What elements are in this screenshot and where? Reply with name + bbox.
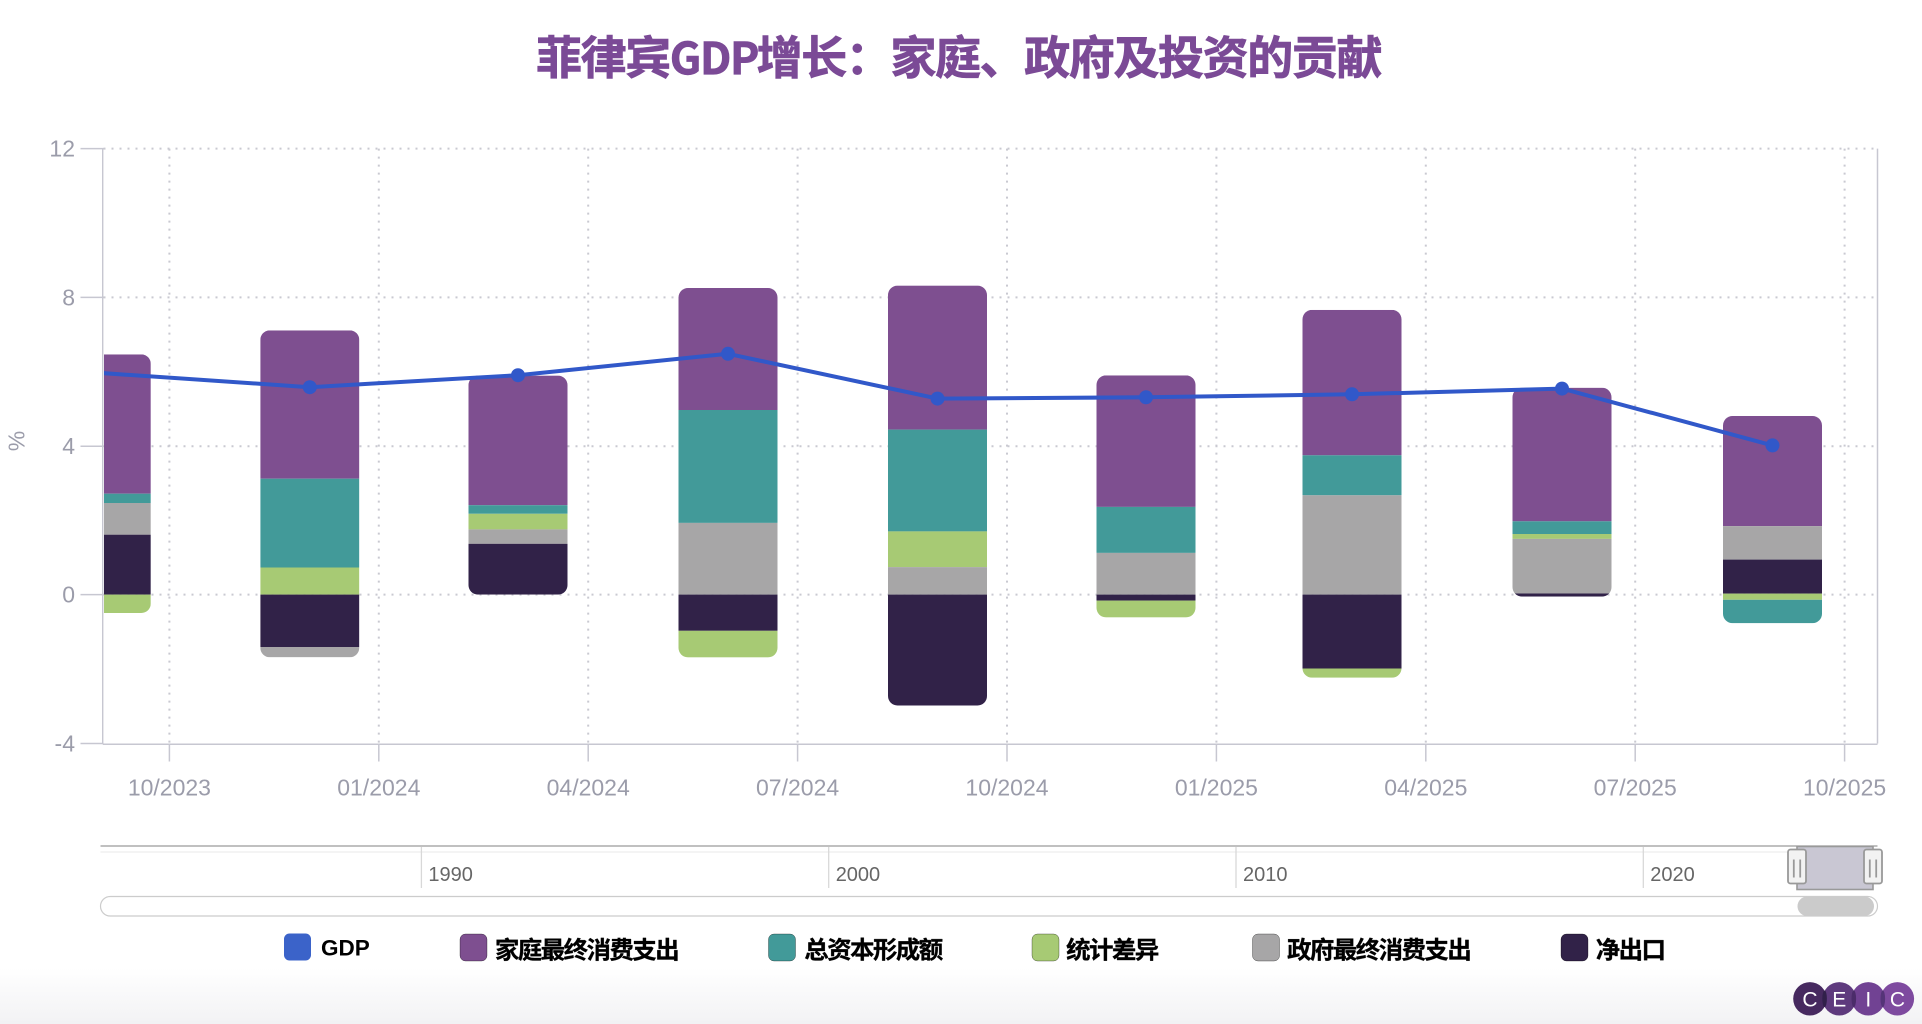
svg-text:10/2025: 10/2025 xyxy=(1803,775,1886,801)
svg-text:01/2025: 01/2025 xyxy=(1175,775,1258,801)
svg-text:%: % xyxy=(4,431,30,451)
svg-text:10/2023: 10/2023 xyxy=(128,775,211,801)
svg-text:E: E xyxy=(1832,988,1846,1011)
svg-text:04/2024: 04/2024 xyxy=(547,775,630,801)
svg-text:8: 8 xyxy=(62,284,75,310)
svg-text:10/2024: 10/2024 xyxy=(965,775,1048,801)
svg-text:-4: -4 xyxy=(55,731,76,757)
svg-text:C: C xyxy=(1890,988,1905,1011)
svg-text:12: 12 xyxy=(49,136,75,162)
svg-text:2020: 2020 xyxy=(1650,864,1695,886)
svg-text:01/2024: 01/2024 xyxy=(337,775,420,801)
svg-text:C: C xyxy=(1802,988,1817,1011)
svg-text:4: 4 xyxy=(62,433,75,459)
svg-text:2010: 2010 xyxy=(1243,864,1288,886)
svg-text:2000: 2000 xyxy=(836,864,881,886)
svg-text:0: 0 xyxy=(62,582,75,608)
svg-text:1990: 1990 xyxy=(428,864,473,886)
svg-text:GDP: GDP xyxy=(321,936,370,961)
svg-text:07/2024: 07/2024 xyxy=(756,775,839,801)
svg-text:04/2025: 04/2025 xyxy=(1384,775,1467,801)
svg-text:I: I xyxy=(1865,988,1871,1011)
svg-text:07/2025: 07/2025 xyxy=(1594,775,1677,801)
